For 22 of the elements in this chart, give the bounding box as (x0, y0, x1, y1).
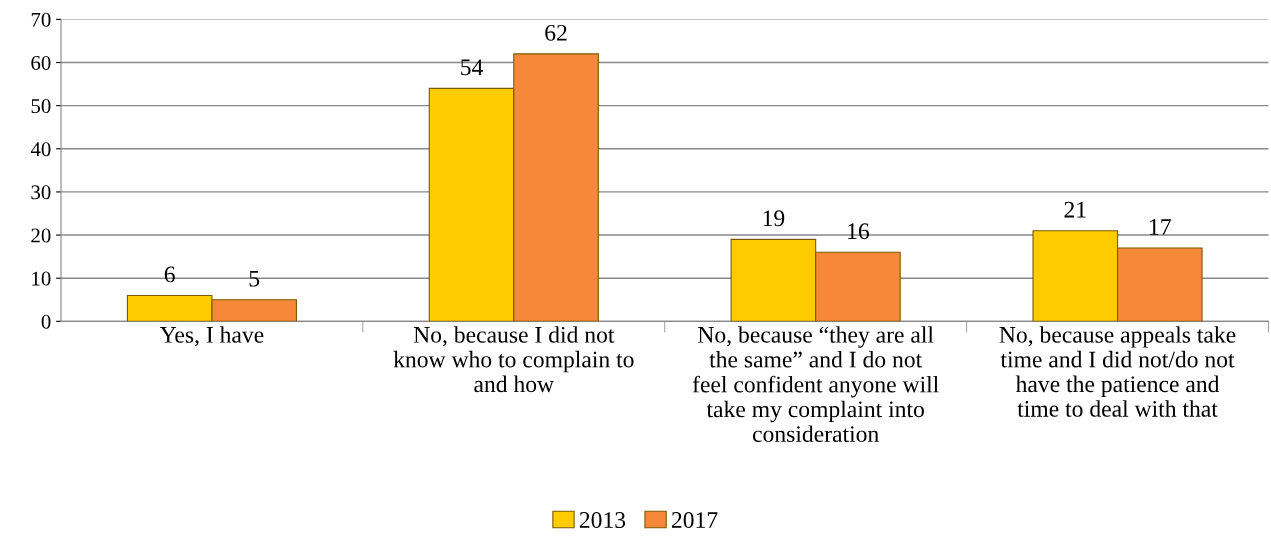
y-tick-label: 30 (31, 185, 51, 200)
data-label: 17 (1150, 219, 1171, 235)
legend-label: 2013 (579, 512, 626, 528)
data-label: 19 (763, 210, 785, 227)
x-tick-label: No, because “they are all the same” and I do not feel confident anyone will take my complaint into consideration (692, 326, 939, 443)
y-tick-label: 60 (31, 55, 51, 70)
y-tick-label: 10 (32, 271, 51, 286)
data-label: 62 (545, 24, 567, 41)
data-label: 54 (461, 59, 483, 76)
y-tick-label: 50 (31, 99, 51, 114)
y-tick-label: 0 (41, 314, 51, 329)
x-tick-label: No, because appeals take time and I did not/do not have the patience and time to deal with that (999, 326, 1236, 417)
y-tick-label: 20 (31, 228, 51, 243)
data-label: 21 (1064, 201, 1086, 218)
x-tick-label: Yes, I have (159, 326, 264, 347)
legend-label: 2017 (671, 512, 718, 528)
data-label: 6 (164, 266, 175, 283)
x-tick-label: No, because I did not know who to complain to and how (393, 326, 634, 393)
y-tick-label: 70 (31, 12, 51, 27)
data-label: 16 (848, 223, 870, 240)
data-label: 5 (249, 270, 260, 287)
y-tick-label: 40 (30, 142, 51, 157)
